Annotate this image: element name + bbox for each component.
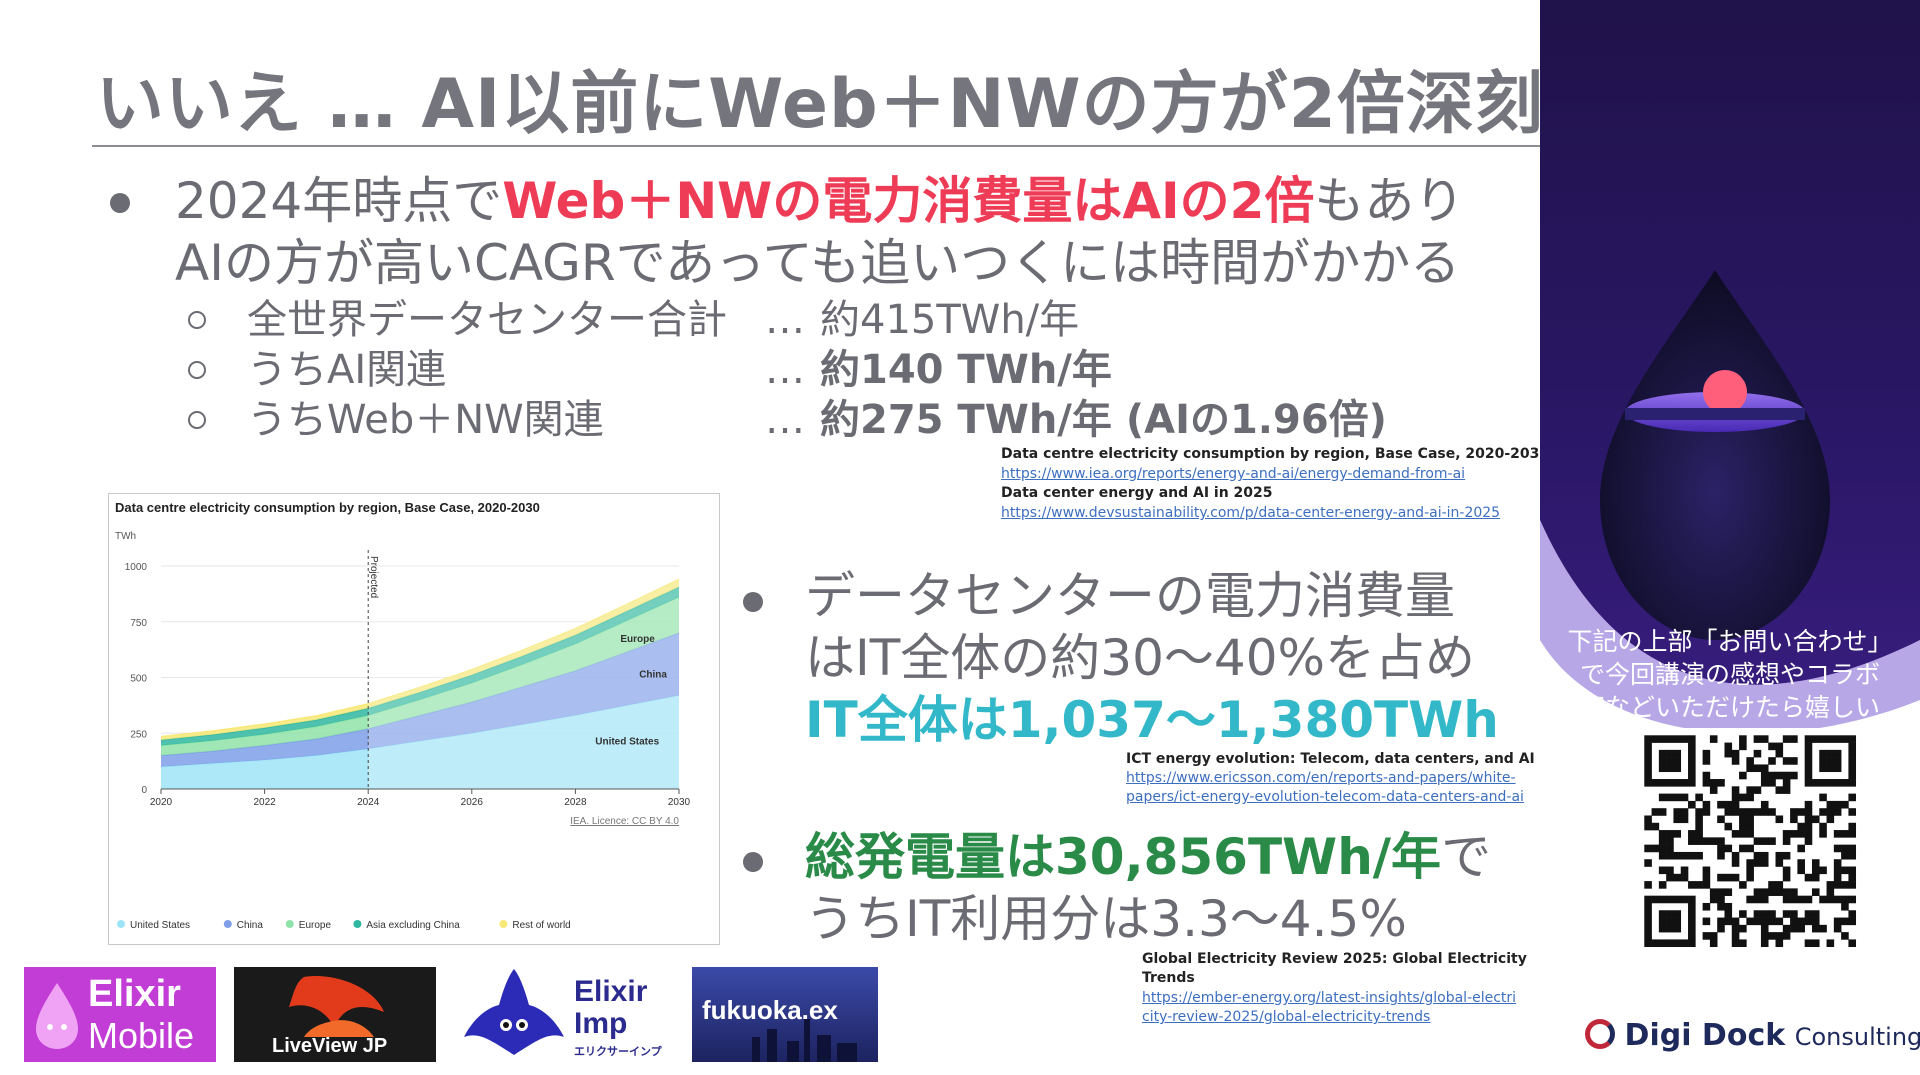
bullet-dot [110, 193, 130, 213]
elixir-imp-logo: Elixir Imp エリクサーインプ [454, 967, 674, 1062]
series-annotation: China [639, 670, 667, 681]
city-skyline-icon [752, 1019, 857, 1062]
contact-line: 下記の上部「お問い合わせ」 [1567, 627, 1893, 656]
sub-label: 全世界データセンター合計 [247, 297, 727, 343]
projected-overlay [368, 566, 679, 789]
qr-code[interactable] [1637, 728, 1863, 954]
bullet1-line2: AIの方が高いCAGRであっても追いつくには時間がかかる [175, 234, 1461, 292]
logo-text: fukuoka.ex [702, 995, 838, 1025]
bullet-dot [743, 592, 763, 612]
bullet2-line1: データセンターの電力消費量 [805, 567, 1455, 625]
reference-title: Trends [1142, 970, 1195, 986]
x-tick-label: 2026 [461, 797, 484, 808]
y-tick-label: 1000 [125, 562, 148, 573]
x-tick-label: 2020 [150, 797, 173, 808]
sub-value-total: 約415TWh/年 [820, 297, 1080, 343]
x-tick-label: 2024 [357, 797, 380, 808]
chart-title: Data centre electricity consumption by r… [115, 500, 540, 515]
sub-bullet-circle [188, 311, 206, 329]
x-tick-label: 2028 [564, 797, 587, 808]
y-tick-label: 750 [130, 618, 147, 629]
fukuoka-ex-logo: fukuoka.ex [692, 967, 878, 1062]
legend-label: Rest of world [512, 920, 570, 931]
title-divider [92, 145, 1542, 147]
elixir-mobile-logo: Elixir Mobile [24, 967, 216, 1062]
reference-title: Global Electricity Review 2025: Global E… [1142, 951, 1527, 967]
phoenix-icon [289, 976, 384, 1037]
bullet2-highlight: IT全体は1,037～1,380TWh [805, 691, 1499, 749]
bullet1-text: 2024年時点で [175, 172, 503, 230]
bullet-dot [743, 852, 763, 872]
projected-label: Projected [368, 556, 379, 598]
sub-dots: … [765, 397, 805, 443]
legend-swatch [499, 920, 508, 928]
logo-text: Elixir [88, 973, 181, 1015]
sub-label: うちWeb＋NW関連 [247, 397, 604, 443]
sub-value-web: 約275 TWh/年 (AIの1.96倍) [820, 397, 1387, 443]
bullet3-line1: 総発電量は30,856TWh/年で [805, 826, 1491, 888]
brand-icon [1585, 1019, 1615, 1049]
sub-bullet-circle [188, 411, 206, 429]
y-tick-label: 250 [130, 729, 147, 740]
legend-swatch [223, 920, 232, 928]
chart-card: Data centre electricity consumption by r… [108, 493, 720, 945]
chart-ylabel: TWh [115, 531, 136, 542]
area-series-china [161, 632, 679, 767]
logo-text: Elixir [574, 975, 648, 1008]
reference-link[interactable]: https://www.iea.org/reports/energy-and-a… [1001, 466, 1466, 482]
brand-name: Digi Dock [1624, 1018, 1786, 1053]
logo-text: Mobile [88, 1015, 195, 1056]
legend-label: United States [130, 920, 190, 931]
bullet3-text: で [1441, 828, 1492, 886]
reference-title: ICT energy evolution: Telecom, data cent… [1126, 751, 1535, 767]
series-edge [160, 578, 680, 738]
y-tick-label: 500 [130, 674, 147, 685]
digidock-brand: Digi Dock Consulting [1585, 1018, 1920, 1053]
elixir-drop-icon [36, 983, 78, 1049]
logo-text: エリクサーインプ [574, 1045, 662, 1058]
legend-swatch [285, 920, 294, 928]
bullet1-text: もあり [1314, 172, 1465, 230]
area-series-united-states [161, 695, 679, 789]
legend-label: China [237, 920, 264, 931]
x-tick-label: 2030 [668, 797, 691, 808]
reference-link[interactable]: https://www.devsustainability.com/p/data… [1001, 505, 1501, 521]
imp-mascot-icon [464, 969, 564, 1055]
legend-label: Asia excluding China [366, 920, 460, 931]
series-annotation: United States [595, 736, 659, 747]
x-tick-label: 2022 [253, 797, 276, 808]
contact-message: 下記の上部「お問い合わせ」 で今回講演の感想やコラボ 案などいただけたら嬉しい [1540, 625, 1920, 724]
logo-text: LiveView JP [272, 1035, 388, 1057]
contact-line: 案などいただけたら嬉しい [1579, 693, 1880, 722]
chart-source: IEA. Licence: CC BY 4.0 [570, 816, 679, 827]
brand-sub: Consulting [1794, 1023, 1920, 1051]
area-chart: Data centre electricity consumption by r… [115, 500, 691, 931]
legend-swatch [117, 920, 125, 928]
reference-link[interactable]: city-review-2025/global-electricity-tren… [1142, 1009, 1431, 1025]
bullet3-highlight: 総発電量は30,856TWh/年 [805, 828, 1442, 886]
reference-link[interactable]: https://ember-energy.org/latest-insights… [1142, 990, 1517, 1006]
qr-code-image [1644, 735, 1857, 948]
reference-link[interactable]: https://www.ericsson.com/en/reports-and-… [1126, 770, 1516, 786]
bullet3-line2: うちIT利用分は3.3～4.5% [805, 890, 1407, 948]
liveview-jp-logo: LiveView JP [234, 967, 436, 1062]
slide-title: いいえ … AI以前にWeb＋NWの方が2倍深刻 [96, 65, 1544, 144]
logo-text: Imp [574, 1007, 628, 1040]
bullet1-highlight: Web＋NWの電力消費量はAIの2倍 [502, 172, 1315, 230]
sub-bullet-circle [188, 361, 206, 379]
sub-value-ai: 約140 TWh/年 [820, 347, 1112, 393]
reference-title: Data center energy and AI in 2025 [1001, 485, 1273, 501]
y-tick-label: 0 [141, 785, 147, 796]
reference-link[interactable]: papers/ict-energy-evolution-telecom-data… [1126, 789, 1524, 805]
sub-label: うちAI関連 [247, 347, 447, 393]
sub-dots: … [765, 297, 805, 343]
sub-dots: … [765, 347, 805, 393]
bullet2-line2: はIT全体の約30～40%を占め [805, 629, 1476, 687]
legend-label: Europe [299, 920, 332, 931]
series-annotation: Europe [620, 634, 655, 645]
reference-title: Data centre electricity consumption by r… [1001, 446, 1550, 462]
legend-swatch [353, 920, 362, 928]
bullet1-line1: 2024年時点でWeb＋NWの電力消費量はAIの2倍もあり [175, 170, 1464, 232]
contact-line: で今回講演の感想やコラボ [1579, 660, 1880, 689]
